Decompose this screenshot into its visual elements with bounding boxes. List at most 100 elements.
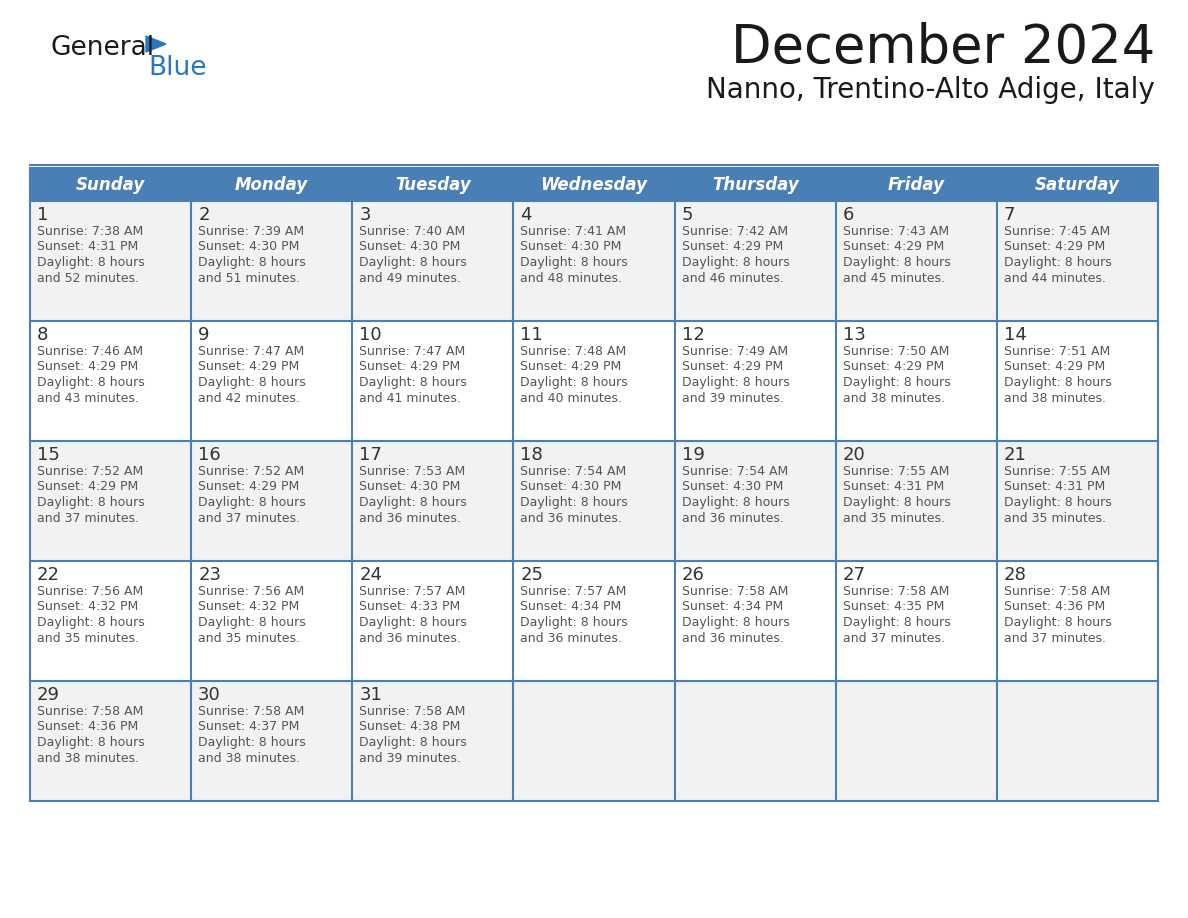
Text: Sunset: 4:31 PM: Sunset: 4:31 PM xyxy=(37,241,138,253)
Text: and 37 minutes.: and 37 minutes. xyxy=(1004,632,1106,644)
Text: 1: 1 xyxy=(37,206,49,224)
Text: 23: 23 xyxy=(198,566,221,584)
Bar xyxy=(353,321,513,441)
Text: Daylight: 8 hours: Daylight: 8 hours xyxy=(842,496,950,509)
Text: and 36 minutes.: and 36 minutes. xyxy=(682,511,783,524)
Text: Sunset: 4:29 PM: Sunset: 4:29 PM xyxy=(842,361,944,374)
Text: Daylight: 8 hours: Daylight: 8 hours xyxy=(359,736,467,749)
Bar xyxy=(353,561,513,681)
Text: 27: 27 xyxy=(842,566,866,584)
Text: Daylight: 8 hours: Daylight: 8 hours xyxy=(682,616,789,629)
Text: Daylight: 8 hours: Daylight: 8 hours xyxy=(37,376,145,389)
Text: Daylight: 8 hours: Daylight: 8 hours xyxy=(359,496,467,509)
Text: Daylight: 8 hours: Daylight: 8 hours xyxy=(842,616,950,629)
Text: and 48 minutes.: and 48 minutes. xyxy=(520,272,623,285)
Text: and 36 minutes.: and 36 minutes. xyxy=(359,632,461,644)
Text: Sunrise: 7:47 AM: Sunrise: 7:47 AM xyxy=(359,345,466,358)
Text: and 35 minutes.: and 35 minutes. xyxy=(198,632,301,644)
Text: Daylight: 8 hours: Daylight: 8 hours xyxy=(359,376,467,389)
Text: 21: 21 xyxy=(1004,446,1026,464)
Text: Sunrise: 7:41 AM: Sunrise: 7:41 AM xyxy=(520,225,626,238)
Text: Daylight: 8 hours: Daylight: 8 hours xyxy=(37,256,145,269)
Text: Sunrise: 7:38 AM: Sunrise: 7:38 AM xyxy=(37,225,144,238)
Text: Daylight: 8 hours: Daylight: 8 hours xyxy=(520,256,628,269)
Text: Sunday: Sunday xyxy=(76,175,145,194)
Text: Sunset: 4:32 PM: Sunset: 4:32 PM xyxy=(37,600,138,613)
Text: Daylight: 8 hours: Daylight: 8 hours xyxy=(198,736,305,749)
Text: Sunset: 4:30 PM: Sunset: 4:30 PM xyxy=(682,480,783,494)
Text: Daylight: 8 hours: Daylight: 8 hours xyxy=(198,376,305,389)
Text: and 45 minutes.: and 45 minutes. xyxy=(842,272,944,285)
Text: Friday: Friday xyxy=(887,175,944,194)
Bar xyxy=(30,561,191,681)
Text: Sunset: 4:29 PM: Sunset: 4:29 PM xyxy=(37,361,138,374)
Text: 6: 6 xyxy=(842,206,854,224)
Text: Sunset: 4:31 PM: Sunset: 4:31 PM xyxy=(1004,480,1105,494)
Text: Daylight: 8 hours: Daylight: 8 hours xyxy=(1004,256,1112,269)
Text: 15: 15 xyxy=(37,446,59,464)
Text: Sunrise: 7:58 AM: Sunrise: 7:58 AM xyxy=(1004,585,1111,598)
Bar xyxy=(675,681,835,801)
Text: 5: 5 xyxy=(682,206,693,224)
Bar xyxy=(30,681,191,801)
Text: Sunset: 4:36 PM: Sunset: 4:36 PM xyxy=(1004,600,1105,613)
Bar xyxy=(191,561,353,681)
Text: Sunset: 4:30 PM: Sunset: 4:30 PM xyxy=(520,241,621,253)
Bar xyxy=(835,561,997,681)
Bar xyxy=(513,321,675,441)
Bar xyxy=(835,441,997,561)
Text: Daylight: 8 hours: Daylight: 8 hours xyxy=(1004,616,1112,629)
Text: and 38 minutes.: and 38 minutes. xyxy=(37,752,139,765)
Bar xyxy=(30,168,1158,201)
Bar xyxy=(191,681,353,801)
Text: 19: 19 xyxy=(682,446,704,464)
Text: and 41 minutes.: and 41 minutes. xyxy=(359,391,461,405)
Text: Sunrise: 7:57 AM: Sunrise: 7:57 AM xyxy=(359,585,466,598)
Text: Daylight: 8 hours: Daylight: 8 hours xyxy=(198,616,305,629)
Text: 18: 18 xyxy=(520,446,543,464)
Text: Sunrise: 7:39 AM: Sunrise: 7:39 AM xyxy=(198,225,304,238)
Bar xyxy=(675,441,835,561)
Text: 8: 8 xyxy=(37,326,49,344)
Text: Sunset: 4:29 PM: Sunset: 4:29 PM xyxy=(198,361,299,374)
Bar xyxy=(191,321,353,441)
Text: 2: 2 xyxy=(198,206,209,224)
Bar xyxy=(353,681,513,801)
Text: and 37 minutes.: and 37 minutes. xyxy=(37,511,139,524)
Text: December 2024: December 2024 xyxy=(731,22,1155,74)
Text: Daylight: 8 hours: Daylight: 8 hours xyxy=(37,616,145,629)
Text: and 36 minutes.: and 36 minutes. xyxy=(520,632,623,644)
Bar xyxy=(30,201,191,321)
Text: Sunrise: 7:55 AM: Sunrise: 7:55 AM xyxy=(842,465,949,478)
Text: Daylight: 8 hours: Daylight: 8 hours xyxy=(682,496,789,509)
Text: and 43 minutes.: and 43 minutes. xyxy=(37,391,139,405)
Bar xyxy=(675,561,835,681)
Text: Sunrise: 7:52 AM: Sunrise: 7:52 AM xyxy=(198,465,304,478)
Text: Sunrise: 7:42 AM: Sunrise: 7:42 AM xyxy=(682,225,788,238)
Text: 13: 13 xyxy=(842,326,866,344)
Text: Sunrise: 7:54 AM: Sunrise: 7:54 AM xyxy=(520,465,627,478)
Text: Sunrise: 7:55 AM: Sunrise: 7:55 AM xyxy=(1004,465,1111,478)
Text: Sunrise: 7:58 AM: Sunrise: 7:58 AM xyxy=(359,705,466,718)
Bar xyxy=(835,321,997,441)
Text: Daylight: 8 hours: Daylight: 8 hours xyxy=(682,376,789,389)
Text: and 38 minutes.: and 38 minutes. xyxy=(842,391,944,405)
Bar xyxy=(997,681,1158,801)
Text: 3: 3 xyxy=(359,206,371,224)
Text: Sunset: 4:29 PM: Sunset: 4:29 PM xyxy=(842,241,944,253)
Text: 31: 31 xyxy=(359,686,383,704)
Text: 11: 11 xyxy=(520,326,543,344)
Text: and 38 minutes.: and 38 minutes. xyxy=(1004,391,1106,405)
Text: and 36 minutes.: and 36 minutes. xyxy=(359,511,461,524)
Text: Sunrise: 7:58 AM: Sunrise: 7:58 AM xyxy=(842,585,949,598)
Text: Sunset: 4:36 PM: Sunset: 4:36 PM xyxy=(37,721,138,733)
Text: Nanno, Trentino-Alto Adige, Italy: Nanno, Trentino-Alto Adige, Italy xyxy=(706,76,1155,104)
Bar xyxy=(191,441,353,561)
Text: 20: 20 xyxy=(842,446,866,464)
Text: and 39 minutes.: and 39 minutes. xyxy=(359,752,461,765)
Text: and 38 minutes.: and 38 minutes. xyxy=(198,752,301,765)
Text: Sunset: 4:32 PM: Sunset: 4:32 PM xyxy=(198,600,299,613)
Text: Daylight: 8 hours: Daylight: 8 hours xyxy=(37,496,145,509)
Text: Daylight: 8 hours: Daylight: 8 hours xyxy=(359,616,467,629)
Bar xyxy=(997,201,1158,321)
